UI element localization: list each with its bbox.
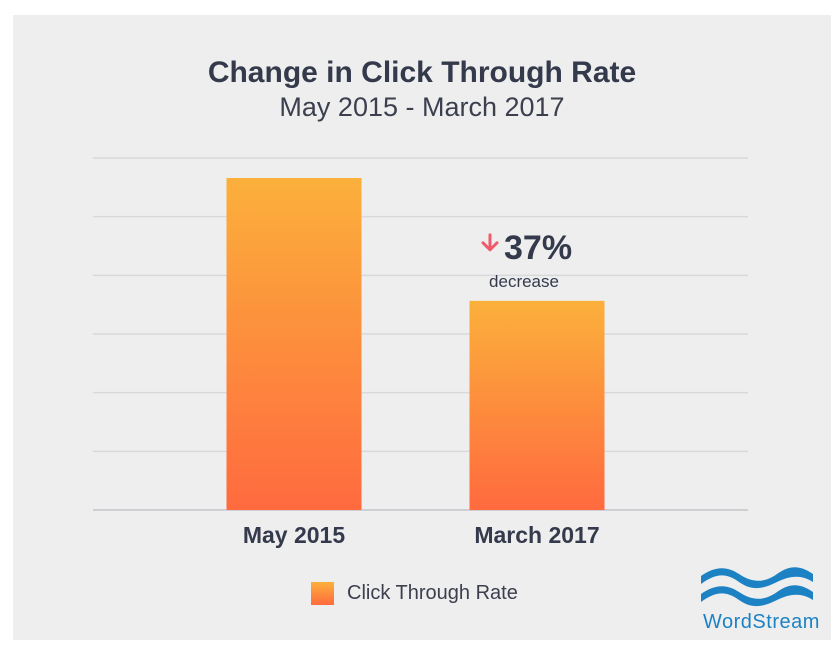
- legend-label: Click Through Rate: [347, 582, 518, 604]
- brand-logo: WordStream: [703, 611, 820, 633]
- legend: Click Through Rate: [311, 582, 518, 605]
- wordstream-wave-icon: [701, 567, 813, 607]
- bar-chart: May 2015 March 2017 37% decrease: [93, 157, 748, 548]
- annotation-value: 37%: [504, 229, 572, 267]
- x-tick-label: May 2015: [243, 522, 346, 548]
- annotation-label: decrease: [489, 272, 559, 291]
- chart-title: Change in Click Through Rate: [207, 56, 637, 89]
- chart-subtitle: May 2015 - March 2017: [279, 92, 565, 122]
- x-tick-label: March 2017: [474, 522, 599, 548]
- bar-may-2015: [226, 178, 362, 510]
- bar-march-2017: [469, 300, 605, 510]
- down-arrow-icon: [481, 233, 499, 252]
- chart-card: Change in Click Through Rate May 2015 - …: [13, 15, 831, 640]
- legend-swatch: [311, 582, 334, 605]
